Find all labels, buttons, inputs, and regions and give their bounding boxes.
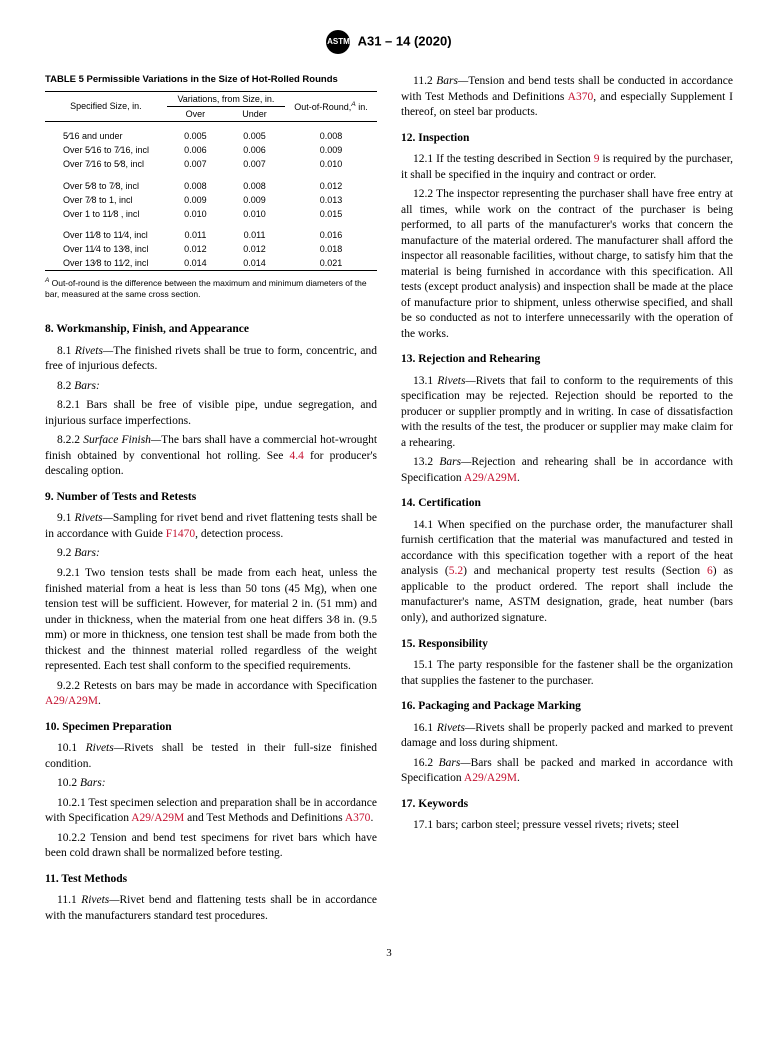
para-15-1: 15.1 The party responsible for the faste… <box>401 658 733 689</box>
table-row: Over 11⁄4 to 13⁄8, incl 0.012 0.012 0.01… <box>45 242 377 256</box>
page-header: ASTM A31 – 14 (2020) <box>45 30 733 54</box>
th-size: Specified Size, in. <box>45 91 167 121</box>
para-11-2: 11.2 Bars—Tension and bend tests shall b… <box>401 74 733 121</box>
para-10-2-1: 10.2.1 Test specimen selection and prepa… <box>45 796 377 827</box>
th-over: Over <box>167 106 224 121</box>
table-row: Over 5⁄16 to 7⁄16, incl 0.006 0.006 0.00… <box>45 143 377 157</box>
para-14-1: 14.1 When specified on the purchase orde… <box>401 518 733 627</box>
ref-link[interactable]: A370 <box>345 812 371 824</box>
para-9-1: 9.1 Rivets—Sampling for rivet bend and r… <box>45 511 377 542</box>
table-title: TABLE 5 Permissible Variations in the Si… <box>45 74 377 87</box>
para-13-1: 13.1 Rivets—Rivets that fail to conform … <box>401 374 733 452</box>
table-row: Over 11⁄8 to 11⁄4, incl 0.011 0.011 0.01… <box>45 221 377 242</box>
ref-link[interactable]: 4.4 <box>290 450 304 462</box>
table-5: Specified Size, in. Variations, from Siz… <box>45 91 377 272</box>
ref-link[interactable]: A29/A29M <box>464 772 517 784</box>
ref-link[interactable]: 5.2 <box>449 565 463 577</box>
th-out: Out-of-Round,A in. <box>285 91 377 121</box>
right-column: 11.2 Bars—Tension and bend tests shall b… <box>401 74 733 928</box>
th-variations: Variations, from Size, in. <box>167 91 285 106</box>
ref-link[interactable]: A29/A29M <box>131 812 184 824</box>
para-12-2: 12.2 The inspector representing the purc… <box>401 187 733 342</box>
ref-link[interactable]: A29/A29M <box>45 695 98 707</box>
para-8-2-2: 8.2.2 Surface Finish—The bars shall have… <box>45 433 377 480</box>
para-8-1: 8.1 Rivets—The finished rivets shall be … <box>45 344 377 375</box>
section-17-title: 17. Keywords <box>401 797 733 813</box>
ref-link[interactable]: F1470 <box>166 528 195 540</box>
para-9-2: 9.2 Bars: <box>45 546 377 562</box>
para-11-1: 11.1 Rivets—Rivet bend and flattening te… <box>45 893 377 924</box>
table-row: 5⁄16 and under 0.005 0.005 0.008 <box>45 122 377 144</box>
para-16-2: 16.2 Bars—Bars shall be packed and marke… <box>401 756 733 787</box>
para-8-2: 8.2 Bars: <box>45 379 377 395</box>
table-row: Over 13⁄8 to 11⁄2, incl 0.014 0.014 0.02… <box>45 256 377 271</box>
content-columns: TABLE 5 Permissible Variations in the Si… <box>45 74 733 928</box>
para-9-2-2: 9.2.2 Retests on bars may be made in acc… <box>45 679 377 710</box>
standard-title: A31 – 14 (2020) <box>358 33 452 48</box>
para-13-2: 13.2 Bars—Rejection and rehearing shall … <box>401 455 733 486</box>
section-15-title: 15. Responsibility <box>401 637 733 653</box>
table-row: Over 1 to 11⁄8 , incl 0.010 0.010 0.015 <box>45 207 377 221</box>
section-12-title: 12. Inspection <box>401 131 733 147</box>
page-number: 3 <box>45 946 733 961</box>
section-13-title: 13. Rejection and Rehearing <box>401 352 733 368</box>
section-11-title: 11. Test Methods <box>45 872 377 888</box>
para-10-2-2: 10.2.2 Tension and bend test specimens f… <box>45 831 377 862</box>
table-row: Over 5⁄8 to 7⁄8, incl 0.008 0.008 0.012 <box>45 172 377 193</box>
table-row: Over 7⁄16 to 5⁄8, incl 0.007 0.007 0.010 <box>45 157 377 171</box>
section-14-title: 14. Certification <box>401 496 733 512</box>
section-8-title: 8. Workmanship, Finish, and Appearance <box>45 322 377 338</box>
th-under: Under <box>224 106 285 121</box>
para-10-2: 10.2 Bars: <box>45 776 377 792</box>
section-9-title: 9. Number of Tests and Retests <box>45 490 377 506</box>
para-8-2-1: 8.2.1 Bars shall be free of visible pipe… <box>45 398 377 429</box>
left-column: TABLE 5 Permissible Variations in the Si… <box>45 74 377 928</box>
para-10-1: 10.1 Rivets—Rivets shall be tested in th… <box>45 741 377 772</box>
para-12-1: 12.1 If the testing described in Section… <box>401 152 733 183</box>
para-16-1: 16.1 Rivets—Rivets shall be properly pac… <box>401 721 733 752</box>
table-row: Over 7⁄8 to 1, incl 0.009 0.009 0.013 <box>45 193 377 207</box>
para-9-2-1: 9.2.1 Two tension tests shall be made fr… <box>45 566 377 675</box>
astm-logo-icon: ASTM <box>326 30 350 54</box>
para-17-1: 17.1 bars; carbon steel; pressure vessel… <box>401 818 733 834</box>
ref-link[interactable]: A29/A29M <box>464 472 517 484</box>
section-10-title: 10. Specimen Preparation <box>45 720 377 736</box>
ref-link[interactable]: A370 <box>568 91 594 103</box>
section-16-title: 16. Packaging and Package Marking <box>401 699 733 715</box>
table-footnote: A Out-of-round is the difference between… <box>45 277 377 300</box>
